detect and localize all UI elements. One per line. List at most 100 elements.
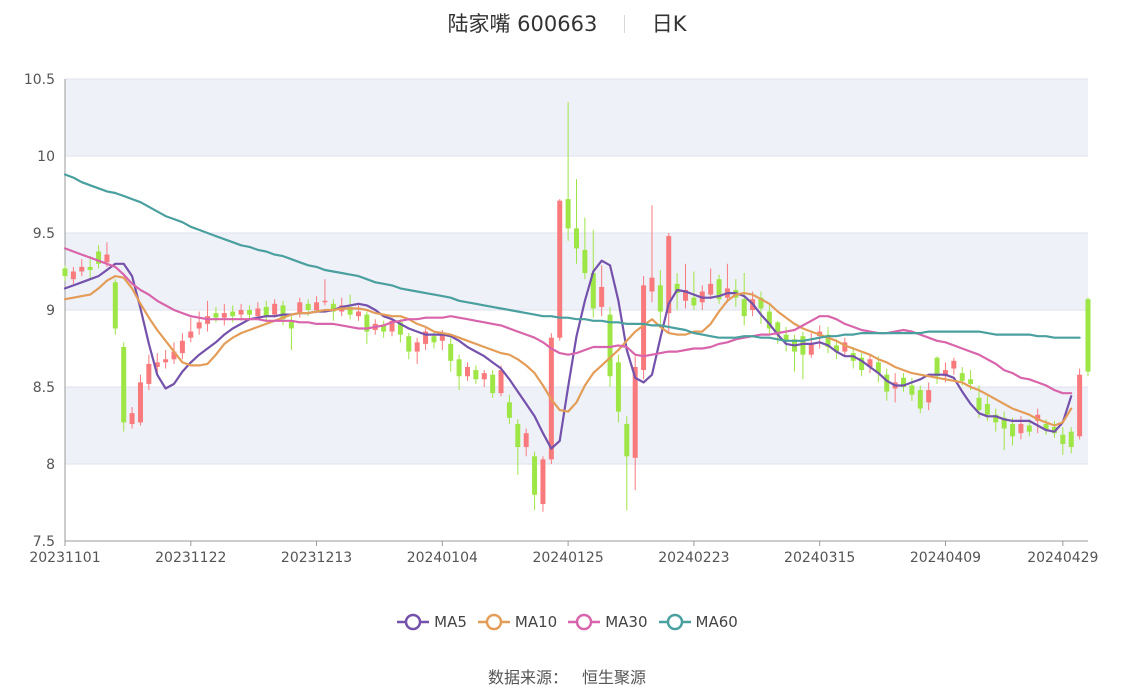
- candle-body: [683, 289, 689, 301]
- source-value: 恒生聚源: [582, 668, 647, 687]
- candle-body: [959, 373, 965, 381]
- candle-body: [364, 314, 370, 332]
- candle-body: [615, 362, 621, 412]
- chart-title: 陆家嘴 600663 日K: [0, 8, 1134, 38]
- candle-body: [909, 385, 915, 395]
- period-label[interactable]: 日K: [651, 12, 687, 36]
- candle-body: [431, 336, 437, 343]
- candle-body: [163, 359, 169, 363]
- candle-body: [607, 314, 613, 377]
- candle-body: [79, 266, 85, 272]
- stock-code: 600663: [517, 12, 598, 36]
- x-tick-label: 20240429: [1027, 550, 1098, 566]
- x-tick-label: 20240125: [532, 550, 603, 566]
- candle-body: [1001, 417, 1007, 429]
- x-tick-label: 20240315: [784, 550, 855, 566]
- candle-body: [708, 283, 714, 295]
- candle-body: [439, 334, 445, 341]
- candle-body: [934, 357, 940, 377]
- candle-body: [926, 390, 932, 403]
- y-tick-label: 8.5: [33, 380, 55, 396]
- candle-body: [171, 351, 177, 360]
- candle-body: [213, 313, 219, 318]
- candle-body: [146, 363, 152, 384]
- y-tick-label: 7.5: [33, 534, 55, 550]
- candle-body: [565, 199, 571, 229]
- legend-item-ma30[interactable]: MA30: [567, 613, 648, 631]
- candle-body: [188, 331, 194, 338]
- candle-body: [322, 300, 328, 303]
- candle-body: [448, 343, 454, 361]
- candle-body: [951, 360, 957, 369]
- candle-body: [825, 334, 831, 347]
- candle-body: [540, 459, 546, 505]
- x-tick-label: 20240409: [910, 550, 981, 566]
- candle-body: [766, 311, 772, 329]
- candle-body: [976, 397, 982, 411]
- series-line-ma60: [63, 173, 1081, 342]
- y-tick-label: 10: [37, 149, 55, 165]
- title-separator: [624, 15, 626, 33]
- legend-item-ma10[interactable]: MA10: [477, 613, 557, 631]
- x-tick-label: 20231101: [29, 550, 100, 566]
- candle-body: [355, 311, 361, 317]
- candle-body: [1043, 423, 1049, 431]
- legend-marker-icon: [397, 613, 430, 631]
- candle-body: [624, 423, 630, 457]
- legend-label: MA60: [695, 613, 738, 631]
- candle-body: [481, 373, 487, 380]
- candle-body: [649, 277, 655, 292]
- candle-body: [297, 302, 303, 314]
- candle-body: [506, 402, 512, 418]
- x-tick-label: 20240104: [407, 550, 478, 566]
- candle-body: [901, 377, 907, 387]
- candle-body: [641, 285, 647, 371]
- source-label: 数据来源：: [487, 668, 568, 687]
- candle-body: [532, 456, 538, 495]
- candle-body: [942, 370, 948, 377]
- candle-body: [246, 310, 252, 315]
- candle-body: [62, 268, 68, 277]
- legend-label: MA30: [605, 613, 648, 631]
- candle-body: [129, 413, 135, 424]
- candle-body: [288, 320, 294, 329]
- candle-body: [984, 403, 990, 415]
- candle-body: [968, 379, 974, 384]
- candle-body: [347, 306, 353, 315]
- candle-body: [406, 336, 412, 352]
- candle-body: [800, 336, 806, 355]
- legend-item-ma5[interactable]: MA5: [396, 613, 467, 631]
- grid-band: [65, 387, 1088, 464]
- candle-body: [230, 311, 236, 317]
- y-tick-label: 10.5: [24, 72, 55, 88]
- candle-body: [221, 313, 227, 318]
- candle-body: [842, 342, 848, 352]
- candle-body: [599, 286, 605, 307]
- candle-body: [741, 299, 747, 317]
- candle-body: [1077, 374, 1083, 437]
- candle-body: [1026, 425, 1032, 432]
- candle-body: [498, 370, 504, 394]
- legend-item-ma60[interactable]: MA60: [658, 613, 738, 631]
- candle-body: [104, 254, 110, 263]
- candle-body: [632, 366, 638, 458]
- legend-label: MA5: [434, 613, 467, 631]
- candle-body: [87, 266, 93, 270]
- legend-label: MA10: [514, 613, 558, 631]
- candle-body: [716, 279, 722, 300]
- candle-body: [397, 322, 403, 335]
- candle-body: [1060, 434, 1066, 444]
- stock-name: 陆家嘴: [447, 12, 511, 36]
- candle-body: [1010, 423, 1016, 437]
- candle-body: [674, 283, 680, 294]
- y-tick-label: 9.5: [33, 226, 55, 242]
- x-tick-label: 20240223: [658, 550, 729, 566]
- candle-body: [263, 306, 269, 317]
- legend-marker-icon: [568, 613, 601, 631]
- legend-marker-icon: [658, 613, 691, 631]
- candle-body: [1018, 423, 1024, 434]
- candle-body: [574, 228, 579, 249]
- candle-body: [993, 414, 999, 423]
- candle-body: [833, 345, 839, 352]
- chart-legend: MA5 MA10 MA30 MA60: [0, 613, 1134, 631]
